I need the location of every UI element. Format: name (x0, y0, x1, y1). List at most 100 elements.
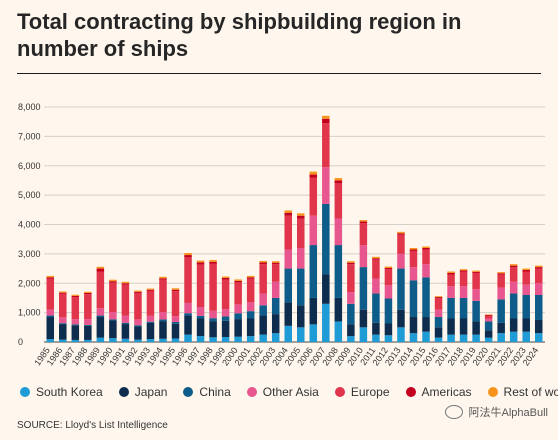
bar-segment-south-korea (259, 334, 267, 342)
bar-segment-rest-of-world (447, 271, 455, 273)
bar-segment-china (284, 268, 292, 303)
bar-segment-europe (234, 282, 242, 305)
legend-swatch (118, 387, 129, 397)
legend-label: Rest of world (503, 385, 558, 399)
bar-segment-china (434, 317, 443, 328)
bar-segment-south-korea (46, 339, 55, 342)
bars (46, 115, 543, 342)
bar-segment-europe (221, 279, 230, 310)
y-tick-label: 1,000 (18, 308, 41, 318)
bar-segment-rest-of-world (459, 269, 468, 271)
bar-segment-rest-of-world (434, 296, 443, 298)
bar-segment-south-korea (284, 325, 292, 342)
bar-segment-rest-of-world (271, 261, 280, 263)
bar-segment-south-korea (309, 324, 318, 342)
bar-segment-europe (472, 272, 480, 290)
bar-segment-japan (159, 321, 167, 339)
bar-segment-china (522, 295, 530, 319)
bar-segment-other-asia (234, 304, 242, 314)
bar-segment-americas (159, 278, 167, 280)
bar-segment-americas (297, 215, 305, 219)
chart-title: Total contracting by shipbuilding region… (17, 9, 462, 61)
bar-segment-south-korea (372, 334, 380, 342)
bar-segment-other-asia (409, 267, 418, 281)
legend-swatch (20, 387, 30, 397)
bar-segment-other-asia (447, 286, 455, 298)
legend-item: Europe (334, 385, 390, 399)
bar-segment-south-korea (96, 337, 105, 342)
y-tick-label: 6,000 (18, 161, 41, 171)
bar-segment-americas (84, 292, 92, 295)
bar-segment-americas (372, 258, 380, 260)
bar-segment-china (309, 245, 318, 298)
bar-segment-other-asia (109, 312, 117, 320)
bar-segment-china (372, 293, 380, 323)
bar-segment-rest-of-world (59, 291, 67, 293)
bar-segment-americas (59, 292, 67, 294)
bar-segment-rest-of-world (409, 248, 418, 250)
bar-segment-americas (434, 297, 443, 298)
bar-segment-south-korea (347, 336, 355, 342)
bar-segment-japan (121, 324, 130, 339)
bar-segment-china (397, 268, 405, 310)
bar-segment-americas (472, 271, 480, 273)
bar-segment-china (359, 267, 368, 310)
legend-item: Other Asia (246, 385, 319, 399)
bar-segment-rest-of-world (334, 178, 343, 181)
bar-segment-rest-of-world (322, 115, 330, 119)
bar-segment-rest-of-world (234, 279, 242, 281)
legend-item: Americas (405, 385, 472, 399)
bar-segment-china (347, 303, 355, 325)
bar-segment-europe (96, 271, 105, 309)
bar-segment-south-korea (171, 338, 180, 342)
y-axis-tick-labels: 0 1,000 2,000 3,000 4,000 5,000 6,000 7,000 8,00… (18, 102, 41, 347)
bar-segment-other-asia (309, 215, 318, 246)
bar-segment-americas (447, 272, 455, 275)
bar-segment-japan (209, 321, 217, 338)
bar-segment-japan (297, 305, 305, 328)
bar-segment-other-asia (271, 281, 280, 298)
bar-segment-other-asia (497, 287, 505, 300)
bar-segment-japan (171, 323, 180, 339)
bar-segment-japan (384, 323, 393, 336)
bar-segment-other-asia (184, 302, 192, 314)
legend-item: Japan (118, 385, 167, 399)
bar-segment-south-korea (221, 337, 230, 342)
bar-segment-japan (59, 324, 67, 340)
bar-segment-japan (146, 322, 155, 340)
bar-segment-rest-of-world (209, 260, 217, 262)
bar-segment-japan (409, 317, 418, 334)
bar-segment-china (46, 315, 55, 318)
bar-segment-rest-of-world (196, 260, 205, 263)
bar-segment-europe (71, 297, 80, 320)
bar-segment-americas (347, 262, 355, 265)
bar-segment-china (221, 316, 230, 321)
bar-segment-south-korea (71, 339, 80, 342)
bar-segment-south-korea (522, 331, 530, 342)
bar-segment-other-asia (372, 278, 380, 294)
bar-segment-japan (221, 320, 230, 338)
bar-segment-europe (459, 271, 468, 287)
bar-segment-other-asia (221, 309, 230, 317)
source-note: SOURCE: Lloyd's List Intelligence (17, 420, 168, 431)
bar-segment-japan (271, 314, 280, 334)
bar-segment-china (234, 313, 242, 320)
bar-segment-americas (409, 249, 418, 251)
bar-segment-americas (184, 255, 192, 258)
bar-segment-europe (422, 249, 430, 265)
bar-segment-rest-of-world (484, 314, 493, 315)
bar-segment-china (109, 319, 117, 321)
bar-segment-rest-of-world (522, 268, 530, 271)
bar-segment-europe (309, 177, 318, 216)
bar-segment-other-asia (59, 317, 67, 324)
bar-segment-south-korea (459, 334, 468, 342)
y-tick-label: 0 (18, 337, 23, 347)
bar-segment-other-asia (46, 309, 55, 316)
bar-segment-europe (121, 284, 130, 316)
bar-segment-other-asia (159, 312, 167, 320)
bar-segment-rest-of-world (309, 171, 318, 175)
bar-segment-japan (259, 315, 267, 335)
bar-segment-other-asia (397, 253, 405, 269)
bar-segment-europe (509, 267, 518, 282)
bar-segment-rest-of-world (246, 275, 255, 278)
